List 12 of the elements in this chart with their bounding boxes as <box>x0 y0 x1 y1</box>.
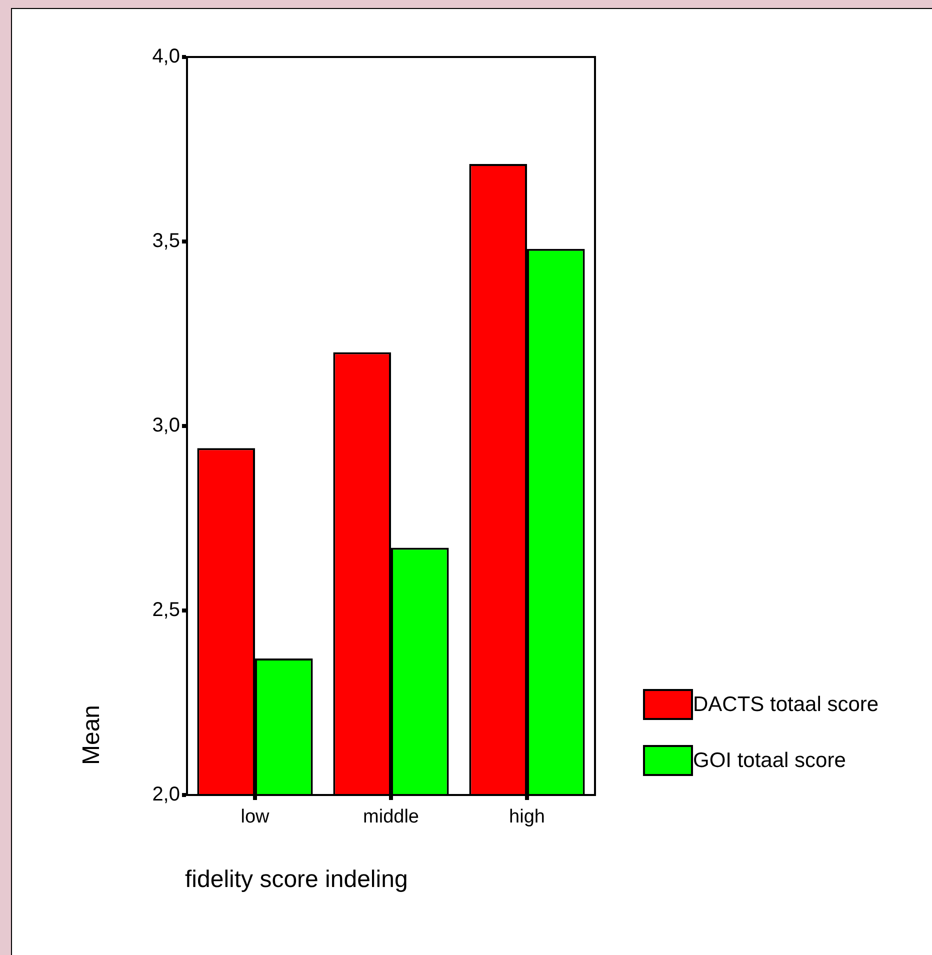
x-axis-title: fidelity score indeling <box>185 866 408 894</box>
x-tick-label: high <box>509 806 545 828</box>
y-tick-label: 3,5 <box>152 230 180 252</box>
legend-label: GOI totaal score <box>693 748 846 772</box>
y-tick-label: 3,0 <box>152 414 180 437</box>
y-tick-label: 2,0 <box>152 784 180 806</box>
y-axis-title: Mean <box>78 704 106 766</box>
x-tick-label: low <box>240 806 270 828</box>
y-tick-label: 4,0 <box>152 46 180 68</box>
x-tick-label: middle <box>363 806 419 828</box>
legend-label: DACTS totaal score <box>693 692 879 716</box>
y-tick-label: 2,5 <box>152 599 180 622</box>
